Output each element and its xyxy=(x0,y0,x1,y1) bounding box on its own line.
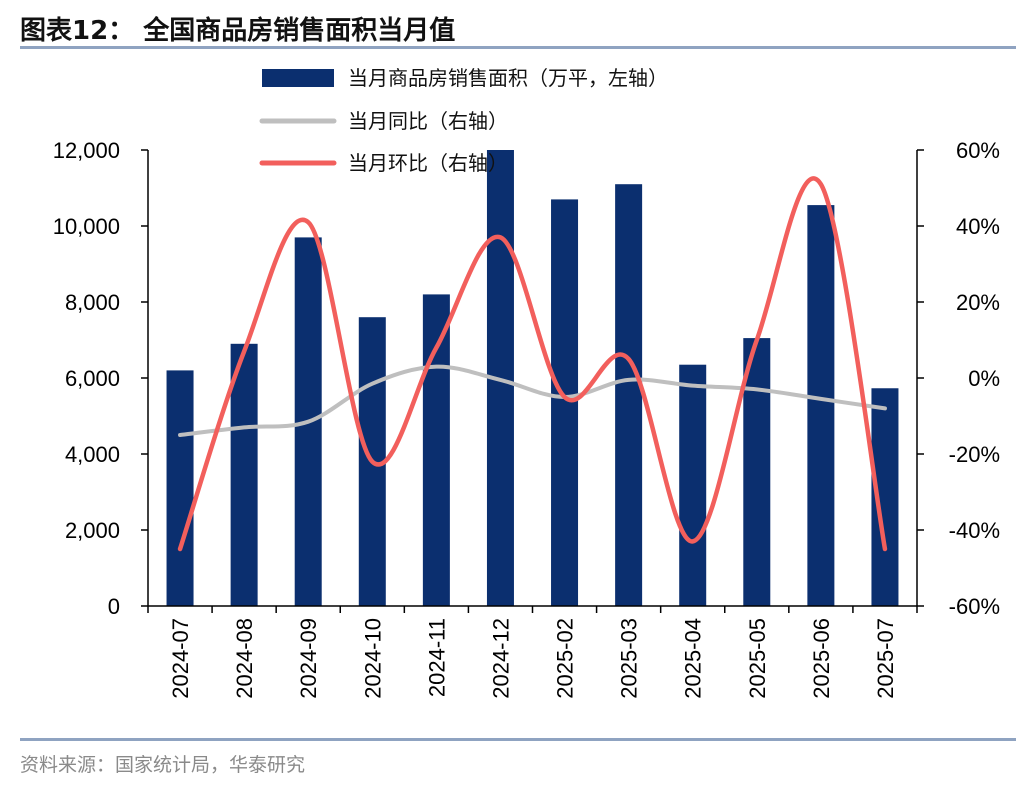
x-tick-label: 2024-09 xyxy=(296,618,321,699)
left-tick-label: 12,000 xyxy=(53,138,120,163)
legend-label: 当月同比（右轴） xyxy=(348,109,508,133)
left-tick-label: 8,000 xyxy=(65,290,120,315)
x-tick-label: 2024-07 xyxy=(168,618,193,699)
right-axis-ticks: -60% -40% -20% 0% 20% 40% 60% xyxy=(917,138,1000,619)
left-tick-label: 4,000 xyxy=(65,442,120,467)
right-tick-label: -40% xyxy=(949,518,1000,543)
axes xyxy=(147,150,918,607)
bar-series xyxy=(166,150,899,606)
chart-title: 图表12： 全国商品房销售面积当月值 xyxy=(20,16,456,46)
right-tick-label: 60% xyxy=(956,138,1000,163)
legend-label: 当月环比（右轴） xyxy=(348,151,508,175)
left-axis-ticks: 0 2,000 4,000 6,000 8,000 10,000 12,000 xyxy=(53,138,148,619)
line-series xyxy=(177,176,888,552)
x-tick-label: 2025-04 xyxy=(681,618,706,699)
left-tick-label: 0 xyxy=(108,594,120,619)
legend-label: 当月商品房销售面积（万平，左轴） xyxy=(348,66,668,90)
x-tick-label: 2025-06 xyxy=(809,618,834,699)
bar-2025-05 xyxy=(743,338,771,606)
title-divider xyxy=(20,46,1016,49)
left-tick-label: 6,000 xyxy=(65,366,120,391)
right-tick-label: -60% xyxy=(949,594,1000,619)
source-note: 资料来源：国家统计局，华泰研究 xyxy=(20,754,306,776)
x-tick-label: 2024-11 xyxy=(424,618,449,697)
bar-2024-07 xyxy=(166,370,194,606)
x-tick-label: 2025-07 xyxy=(873,618,898,699)
x-axis-ticks: 2024-07 2024-08 2024-09 2024-10 2024-11 2024-… xyxy=(147,606,918,699)
legend: 当月商品房销售面积（万平，左轴） 当月同比（右轴） 当月环比（右轴） xyxy=(259,66,668,175)
right-tick-label: 20% xyxy=(956,290,1000,315)
x-tick-label: 2025-02 xyxy=(553,618,578,699)
bar-2025-04 xyxy=(679,364,707,606)
bar-2024-11 xyxy=(422,294,450,606)
mom-line xyxy=(177,176,888,552)
right-tick-label: 0% xyxy=(968,366,1000,391)
left-tick-label: 10,000 xyxy=(53,214,120,239)
footer-divider xyxy=(20,738,1016,741)
yoy-line xyxy=(178,364,887,437)
bar-2025-02 xyxy=(551,199,579,606)
bar-2024-08 xyxy=(230,343,258,606)
legend-swatch-bar xyxy=(262,69,334,87)
left-tick-label: 2,000 xyxy=(65,518,120,543)
x-tick-label: 2024-12 xyxy=(488,618,513,699)
x-tick-label: 2025-05 xyxy=(745,618,770,699)
right-tick-label: -20% xyxy=(949,442,1000,467)
x-tick-label: 2024-10 xyxy=(360,618,385,699)
x-tick-label: 2025-03 xyxy=(617,618,642,699)
x-tick-label: 2024-08 xyxy=(232,618,257,699)
bar-2025-06 xyxy=(807,205,835,606)
bar-2025-03 xyxy=(615,184,643,606)
right-tick-label: 40% xyxy=(956,214,1000,239)
